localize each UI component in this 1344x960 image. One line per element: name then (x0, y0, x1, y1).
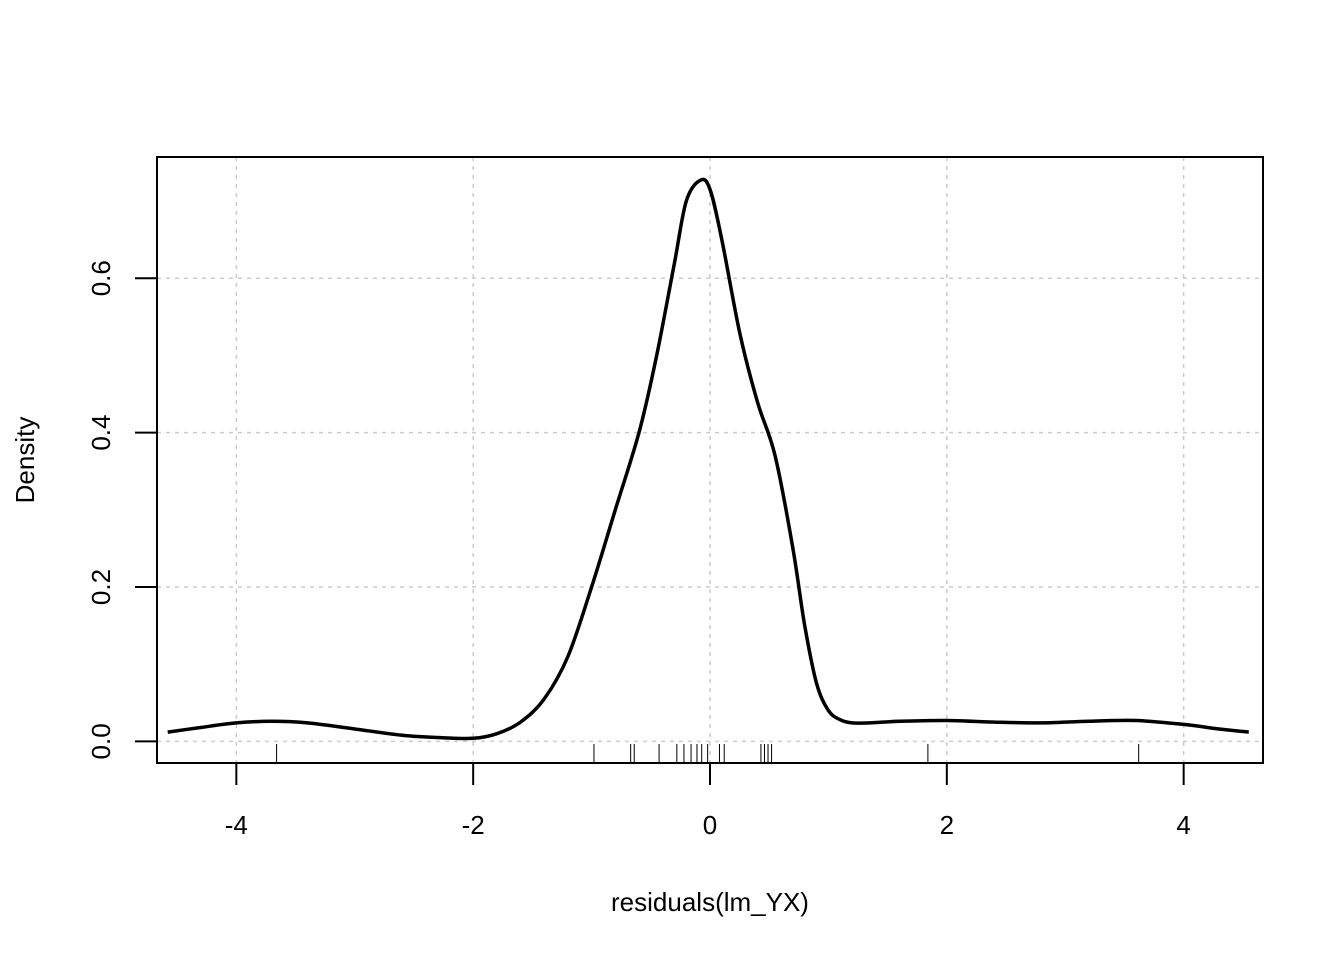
rug-marks (276, 744, 1140, 763)
x-axis: -4 -2 0 2 4 (225, 763, 1191, 840)
x-tick-label-4: 4 (1176, 810, 1190, 840)
x-tick-label-1: -2 (462, 810, 485, 840)
x-tick-label-0: -4 (225, 810, 248, 840)
y-axis-title: Density (10, 417, 40, 504)
x-axis-title: residuals(lm_YX) (611, 887, 809, 917)
y-axis: 0.0 0.2 0.4 0.6 (86, 260, 157, 759)
y-tick-label-0: 0.0 (86, 723, 116, 759)
density-curve (167, 177, 1249, 741)
x-tick-label-3: 2 (940, 810, 954, 840)
grid-lines (157, 157, 1263, 763)
y-tick-label-1: 0.2 (86, 569, 116, 605)
x-tick-label-2: 0 (703, 810, 717, 840)
y-tick-label-3: 0.6 (86, 260, 116, 296)
y-tick-label-2: 0.4 (86, 415, 116, 451)
